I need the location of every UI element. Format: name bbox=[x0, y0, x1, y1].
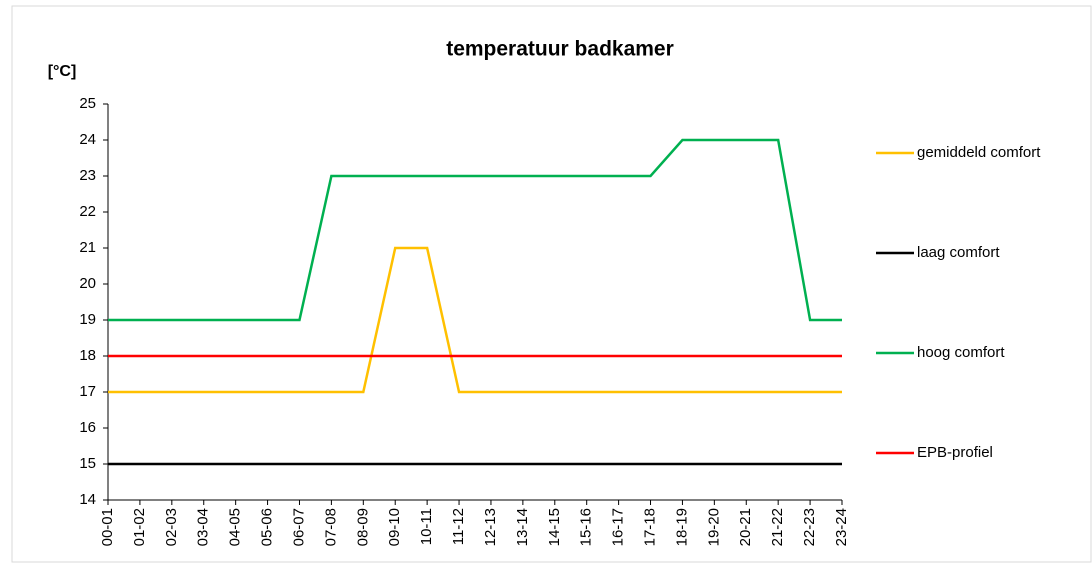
legend-label: hoog comfort bbox=[917, 344, 1005, 361]
y-tick-label: 16 bbox=[79, 419, 96, 436]
x-tick-label: 06-07 bbox=[290, 508, 307, 546]
series-line bbox=[108, 138, 842, 322]
x-tick-label: 08-09 bbox=[354, 508, 371, 546]
legend-label: EPB-profiel bbox=[917, 444, 993, 461]
y-tick-label: 18 bbox=[79, 347, 96, 364]
x-tick-label: 10-11 bbox=[418, 508, 435, 545]
x-tick-label: 11-12 bbox=[450, 508, 467, 545]
x-tick-label: 16-17 bbox=[610, 508, 627, 546]
x-tick-label: 23-24 bbox=[833, 508, 850, 546]
x-tick-label: 07-08 bbox=[322, 508, 339, 546]
x-tick-label: 03-04 bbox=[195, 508, 212, 546]
x-tick-label: 00-01 bbox=[99, 508, 116, 546]
y-tick-label: 19 bbox=[79, 311, 96, 328]
x-tick-label: 02-03 bbox=[163, 508, 180, 546]
x-tick-label: 13-14 bbox=[514, 508, 531, 546]
x-tick-label: 22-23 bbox=[801, 508, 818, 546]
legend-label: gemiddeld comfort bbox=[917, 144, 1041, 161]
y-tick-label: 25 bbox=[79, 95, 96, 112]
y-tick-label: 15 bbox=[79, 455, 96, 472]
x-tick-label: 12-13 bbox=[482, 508, 499, 546]
x-tick-label: 17-18 bbox=[641, 508, 658, 546]
x-tick-label: 18-19 bbox=[673, 508, 690, 546]
y-tick-label: 23 bbox=[79, 167, 96, 184]
y-tick-label: 17 bbox=[79, 383, 96, 400]
y-tick-label: 21 bbox=[79, 239, 96, 256]
x-tick-label: 20-21 bbox=[737, 508, 754, 546]
x-tick-label: 01-02 bbox=[131, 508, 148, 546]
x-tick-label: 21-22 bbox=[769, 508, 786, 546]
x-tick-label: 14-15 bbox=[546, 508, 563, 546]
x-tick-label: 04-05 bbox=[227, 508, 244, 546]
x-tick-label: 15-16 bbox=[578, 508, 595, 546]
chart-title: temperatuur badkamer bbox=[446, 38, 674, 61]
x-tick-label: 09-10 bbox=[386, 508, 403, 546]
y-tick-label: 20 bbox=[79, 275, 96, 292]
series-line bbox=[108, 246, 842, 394]
x-tick-label: 05-06 bbox=[259, 508, 276, 546]
y-tick-label: 14 bbox=[79, 491, 96, 508]
y-axis-label: [°C] bbox=[48, 63, 77, 80]
x-tick-label: 19-20 bbox=[705, 508, 722, 546]
chart-frame bbox=[11, 5, 1092, 563]
y-tick-label: 22 bbox=[79, 203, 96, 220]
y-tick-label: 24 bbox=[79, 131, 96, 148]
legend-label: laag comfort bbox=[917, 244, 1000, 261]
